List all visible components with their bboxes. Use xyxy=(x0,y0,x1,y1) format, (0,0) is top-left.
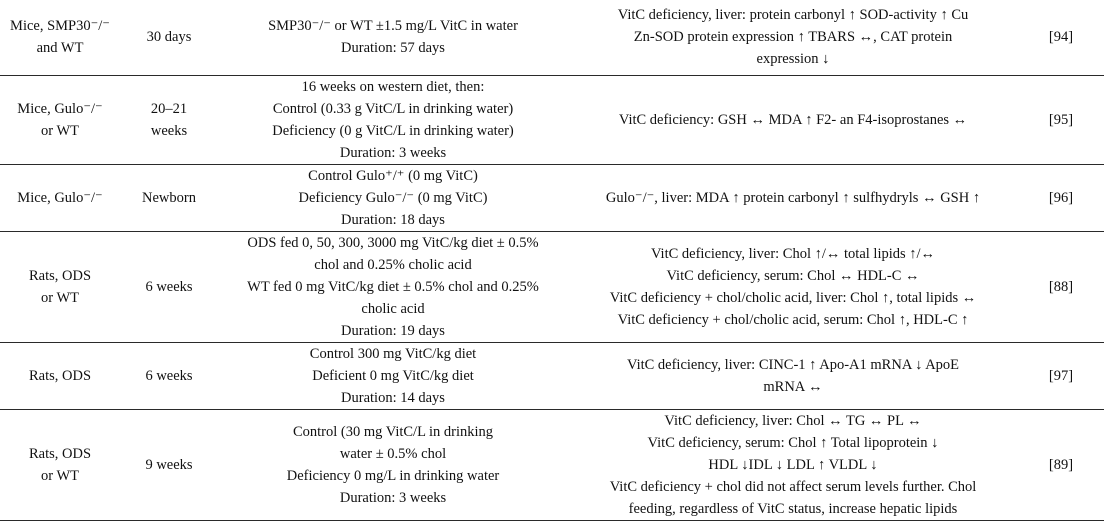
cell-line: chol and 0.25% cholic acid xyxy=(314,256,472,273)
treatment-cell: Control Gulo⁺/⁺ (0 mg VitC) Deficiency G… xyxy=(218,164,568,232)
reference-cell: [95] xyxy=(1018,75,1104,165)
cell-line: VitC deficiency, liver: CINC-1 ↑ Apo-A1 … xyxy=(626,356,960,373)
outcome-cell: VitC deficiency, liver: CINC-1 ↑ Apo-A1 … xyxy=(568,342,1018,410)
model-cell: Rats, ODS or WT xyxy=(0,409,120,521)
cell-line: or WT xyxy=(41,467,79,484)
cell-line: SMP30⁻/⁻ or WT ±1.5 mg/L VitC in water xyxy=(268,18,518,35)
reference-cell: [96] xyxy=(1018,164,1104,232)
cell-line: 6 weeks xyxy=(145,278,193,295)
cell-line: Duration: 19 days xyxy=(341,322,445,339)
reference-cell: [89] xyxy=(1018,409,1104,521)
cell-line: Zn-SOD protein expression ↑ TBARS ↔, CAT… xyxy=(633,29,953,46)
cell-line: Mice, SMP30⁻/⁻ xyxy=(10,18,110,35)
cell-line: Duration: 3 weeks xyxy=(339,144,447,161)
model-cell: Mice, Gulo⁻/⁻ or WT xyxy=(0,75,120,165)
age-cell: 6 weeks xyxy=(120,231,218,343)
age-cell: Newborn xyxy=(120,164,218,232)
cell-line: 6 weeks xyxy=(145,367,193,384)
model-cell: Mice, SMP30⁻/⁻ and WT xyxy=(0,0,120,76)
cell-line: Mice, Gulo⁻/⁻ xyxy=(17,100,103,117)
cell-line: VitC deficiency: GSH ↔ MDA ↑ F2- an F4-i… xyxy=(618,111,968,128)
treatment-cell: ODS fed 0, 50, 300, 3000 mg VitC/kg diet… xyxy=(218,231,568,343)
cell-line: expression ↓ xyxy=(756,51,830,68)
reference-cell: [97] xyxy=(1018,342,1104,410)
cell-line: VitC deficiency + chol did not affect se… xyxy=(609,478,977,495)
model-cell: Mice, Gulo⁻/⁻ xyxy=(0,164,120,232)
cell-line: Control (30 mg VitC/L in drinking xyxy=(292,423,494,440)
reference: [89] xyxy=(1048,456,1074,473)
cell-line: Mice, Gulo⁻/⁻ xyxy=(17,189,103,206)
table-row: Rats, ODS or WT 6 weeks ODS fed 0, 50, 3… xyxy=(0,231,1104,343)
table-row: Mice, Gulo⁻/⁻ Newborn Control Gulo⁺/⁺ (0… xyxy=(0,164,1104,232)
cell-line: VitC deficiency, liver: Chol ↑/↔ total l… xyxy=(650,245,936,262)
cell-line: Control Gulo⁺/⁺ (0 mg VitC) xyxy=(308,167,478,184)
table-row: Mice, SMP30⁻/⁻ and WT 30 days SMP30⁻/⁻ o… xyxy=(0,0,1104,76)
treatment-cell: Control (30 mg VitC/L in drinking water … xyxy=(218,409,568,521)
cell-line: 16 weeks on western diet, then: xyxy=(301,78,485,95)
reference-cell: [88] xyxy=(1018,231,1104,343)
cell-line: and WT xyxy=(36,40,84,57)
cell-line: 9 weeks xyxy=(145,456,193,473)
cell-line: Gulo⁻/⁻, liver: MDA ↑ protein carbonyl ↑… xyxy=(605,189,981,206)
model-cell: Rats, ODS xyxy=(0,342,120,410)
reference: [96] xyxy=(1048,189,1074,206)
cell-line: VitC deficiency, liver: Chol ↔ TG ↔ PL ↔ xyxy=(664,412,922,429)
cell-line: Deficiency Gulo⁻/⁻ (0 mg VitC) xyxy=(298,189,488,206)
cell-line: Newborn xyxy=(142,189,196,206)
cell-line: Deficient 0 mg VitC/kg diet xyxy=(312,367,474,384)
cell-line: feeding, regardless of VitC status, incr… xyxy=(628,500,958,517)
cell-line: 20–21 xyxy=(150,100,188,117)
cell-line: VitC deficiency, serum: Chol ↔ HDL-C ↔ xyxy=(666,267,920,284)
table-row: Rats, ODS or WT 9 weeks Control (30 mg V… xyxy=(0,409,1104,521)
outcome-cell: VitC deficiency, liver: protein carbonyl… xyxy=(568,0,1018,76)
outcome-cell: VitC deficiency, liver: Chol ↑/↔ total l… xyxy=(568,231,1018,343)
cell-line: Control (0.33 g VitC/L in drinking water… xyxy=(272,100,514,117)
cell-line: Rats, ODS xyxy=(28,367,92,384)
cell-line: Duration: 14 days xyxy=(341,389,445,406)
cell-line: Deficiency 0 mg/L in drinking water xyxy=(286,467,500,484)
age-cell: 20–21 weeks xyxy=(120,75,218,165)
cell-line: ODS fed 0, 50, 300, 3000 mg VitC/kg diet… xyxy=(247,234,539,251)
treatment-cell: Control 300 mg VitC/kg diet Deficient 0 … xyxy=(218,342,568,410)
table-row: Mice, Gulo⁻/⁻ or WT 20–21 weeks 16 weeks… xyxy=(0,75,1104,165)
age-cell: 30 days xyxy=(120,0,218,76)
cell-line: VitC deficiency + chol/cholic acid, seru… xyxy=(617,311,969,328)
cell-line: VitC deficiency, liver: protein carbonyl… xyxy=(617,7,969,24)
outcome-cell: VitC deficiency: GSH ↔ MDA ↑ F2- an F4-i… xyxy=(568,75,1018,165)
cell-line: cholic acid xyxy=(361,300,425,317)
treatment-cell: SMP30⁻/⁻ or WT ±1.5 mg/L VitC in water D… xyxy=(218,0,568,76)
table-row: Rats, ODS 6 weeks Control 300 mg VitC/kg… xyxy=(0,342,1104,410)
model-cell: Rats, ODS or WT xyxy=(0,231,120,343)
cell-line: or WT xyxy=(41,122,79,139)
age-cell: 6 weeks xyxy=(120,342,218,410)
outcome-cell: VitC deficiency, liver: Chol ↔ TG ↔ PL ↔… xyxy=(568,409,1018,521)
cell-line: HDL ↓IDL ↓ LDL ↑ VLDL ↓ xyxy=(708,456,878,473)
cell-line: Duration: 18 days xyxy=(341,211,445,228)
cell-line: Rats, ODS xyxy=(28,445,92,462)
age-cell: 9 weeks xyxy=(120,409,218,521)
cell-line: mRNA ↔ xyxy=(763,378,823,395)
outcome-cell: Gulo⁻/⁻, liver: MDA ↑ protein carbonyl ↑… xyxy=(568,164,1018,232)
cell-line: Deficiency (0 g VitC/L in drinking water… xyxy=(272,122,514,139)
reference: [94] xyxy=(1048,29,1074,46)
cell-line: WT fed 0 mg VitC/kg diet ± 0.5% chol and… xyxy=(247,278,539,295)
cell-line: water ± 0.5% chol xyxy=(339,445,447,462)
cell-line: 30 days xyxy=(146,29,192,46)
reference: [97] xyxy=(1048,367,1074,384)
reference-cell: [94] xyxy=(1018,0,1104,76)
cell-line: VitC deficiency + chol/cholic acid, live… xyxy=(609,289,977,306)
treatment-cell: 16 weeks on western diet, then: Control … xyxy=(218,75,568,165)
cell-line: or WT xyxy=(41,289,79,306)
cell-line: Duration: 3 weeks xyxy=(339,489,447,506)
cell-line: VitC deficiency, serum: Chol ↑ Total lip… xyxy=(647,434,939,451)
cell-line: Rats, ODS xyxy=(28,267,92,284)
cell-line: Duration: 57 days xyxy=(341,40,445,57)
reference: [95] xyxy=(1048,111,1074,128)
reference: [88] xyxy=(1048,278,1074,295)
cell-line: Control 300 mg VitC/kg diet xyxy=(309,345,477,362)
cell-line: weeks xyxy=(150,122,188,139)
